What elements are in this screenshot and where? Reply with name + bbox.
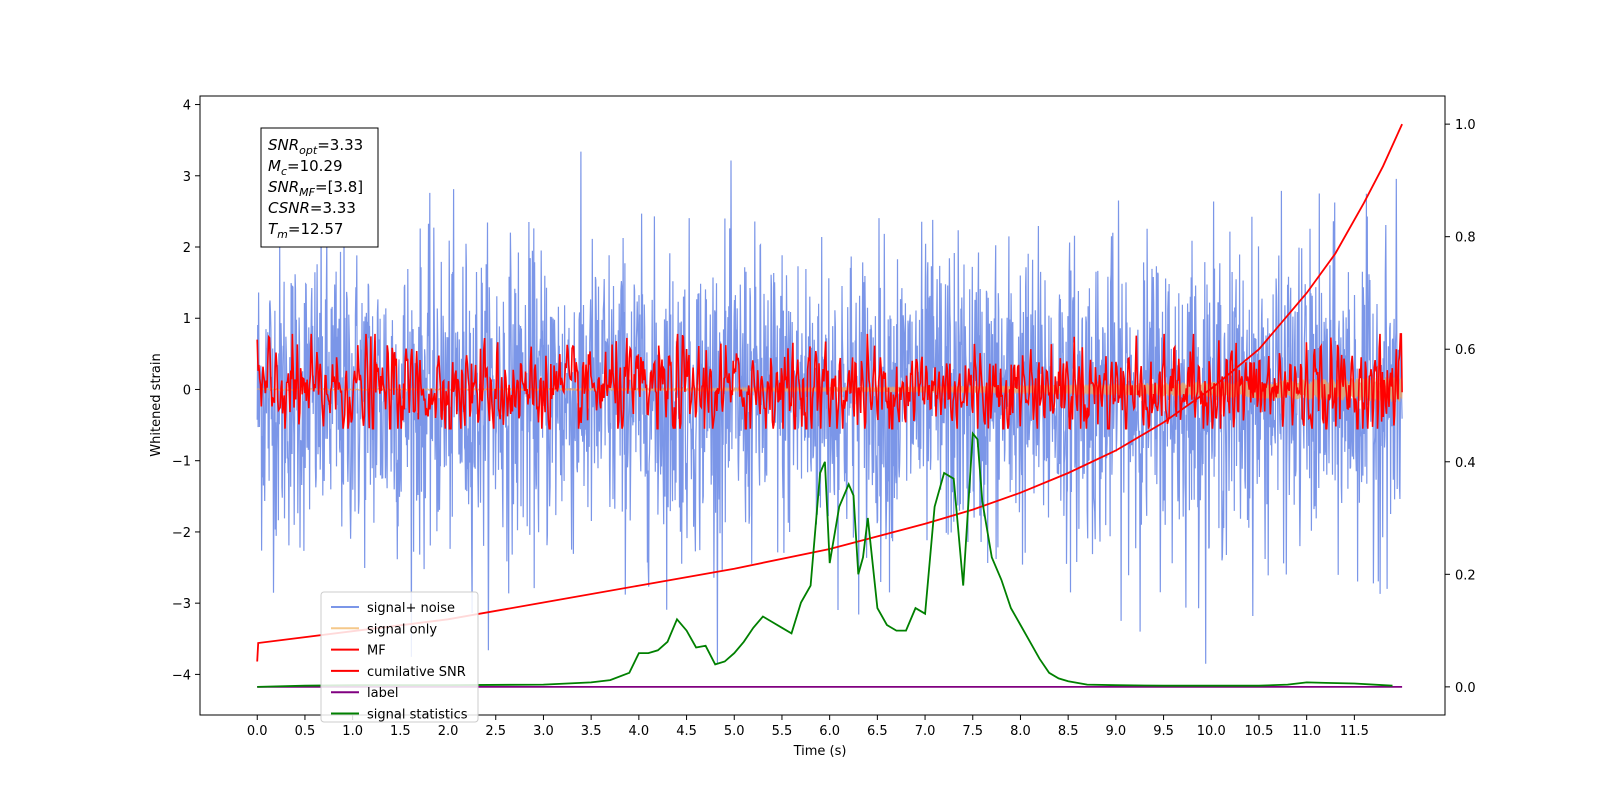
- annotation-frame: [260, 127, 379, 248]
- y2-tick-label: 1.0: [1455, 118, 1476, 133]
- x-tick-label: 6.0: [819, 724, 840, 739]
- y-tick-label: −4: [172, 668, 191, 683]
- legend-label: signal+ noise: [367, 601, 455, 616]
- y-tick-label: −2: [172, 526, 191, 541]
- annotation-line: Tm=12.57: [268, 220, 343, 241]
- axes-frame: [199, 95, 1446, 716]
- y2-tick-label: 0.8: [1455, 231, 1476, 246]
- x-tick-label: 9.5: [1153, 724, 1174, 739]
- x-tick-label: 3.5: [581, 724, 602, 739]
- legend: signal+ noise signal only MF cumilative SNR…: [320, 591, 479, 723]
- y-tick-label: 3: [183, 170, 191, 185]
- y-tick-label: 1: [183, 312, 191, 327]
- x-tick-label: 2.0: [438, 724, 459, 739]
- x-tick-label: 9.0: [1106, 724, 1127, 739]
- y-tick-label: 4: [183, 99, 191, 114]
- legend-frame: [320, 591, 479, 723]
- x-tick-label: 10.5: [1244, 724, 1273, 739]
- annotation-line: SNRMF=[3.8]: [268, 178, 363, 199]
- annotation-line: CSNR=3.33: [268, 199, 356, 217]
- x-tick-label: 5.5: [772, 724, 793, 739]
- x-tick-label: 8.0: [1010, 724, 1031, 739]
- annotation-line: SNRopt=3.33: [268, 136, 363, 157]
- legend-label: cumilative SNR: [367, 665, 466, 680]
- x-tick-label: 0.0: [247, 724, 268, 739]
- x-tick-label: 11.5: [1340, 724, 1369, 739]
- y2-axis-ticks: 1.0 0.8 0.6 0.4 0.2 0.0: [1445, 118, 1476, 696]
- y-axis-ticks: 4 3 2 1 0 −1 −2 −3 −4: [172, 99, 200, 683]
- y2-tick-label: 0.0: [1455, 681, 1476, 696]
- x-tick-label: 4.5: [676, 724, 697, 739]
- x-tick-label: 11.0: [1292, 724, 1321, 739]
- x-tick-label: 8.5: [1058, 724, 1079, 739]
- x-tick-label: 6.5: [867, 724, 888, 739]
- x-axis-label: Time (s): [793, 744, 847, 759]
- series-mf: [256, 333, 1403, 430]
- x-tick-label: 4.0: [629, 724, 650, 739]
- y2-tick-label: 0.4: [1455, 456, 1476, 471]
- y-tick-label: −3: [172, 597, 191, 612]
- y2-tick-label: 0.6: [1455, 343, 1476, 358]
- x-tick-label: 3.0: [533, 724, 554, 739]
- x-tick-label: 7.5: [962, 724, 983, 739]
- x-tick-label: 2.5: [485, 724, 506, 739]
- x-tick-label: 1.5: [390, 724, 411, 739]
- y2-tick-label: 0.2: [1455, 568, 1476, 583]
- legend-label: signal only: [367, 622, 437, 637]
- x-tick-label: 5.0: [724, 724, 745, 739]
- x-tick-label: 7.0: [915, 724, 936, 739]
- y-tick-label: 2: [183, 241, 191, 256]
- annotation-line: Mc=10.29: [268, 157, 343, 178]
- x-tick-label: 1.0: [342, 724, 363, 739]
- y-tick-label: 0: [183, 383, 191, 398]
- x-axis-ticks: 0.0 0.5 1.0 1.5 2.0 2.5 3.0 3.5 4.0 4.5 5.0 5.5 6.0 6…: [247, 715, 1369, 739]
- series-cumulative-snr: [256, 123, 1403, 662]
- legend-label: label: [367, 686, 398, 701]
- legend-label: MF: [367, 644, 386, 659]
- x-tick-label: 0.5: [295, 724, 316, 739]
- y-tick-label: −1: [172, 455, 191, 470]
- x-tick-label: 10.0: [1197, 724, 1226, 739]
- series-signal-statistics: [257, 431, 1393, 688]
- legend-label: signal statistics: [367, 708, 468, 723]
- y-axis-label: Whitened strain: [149, 353, 164, 456]
